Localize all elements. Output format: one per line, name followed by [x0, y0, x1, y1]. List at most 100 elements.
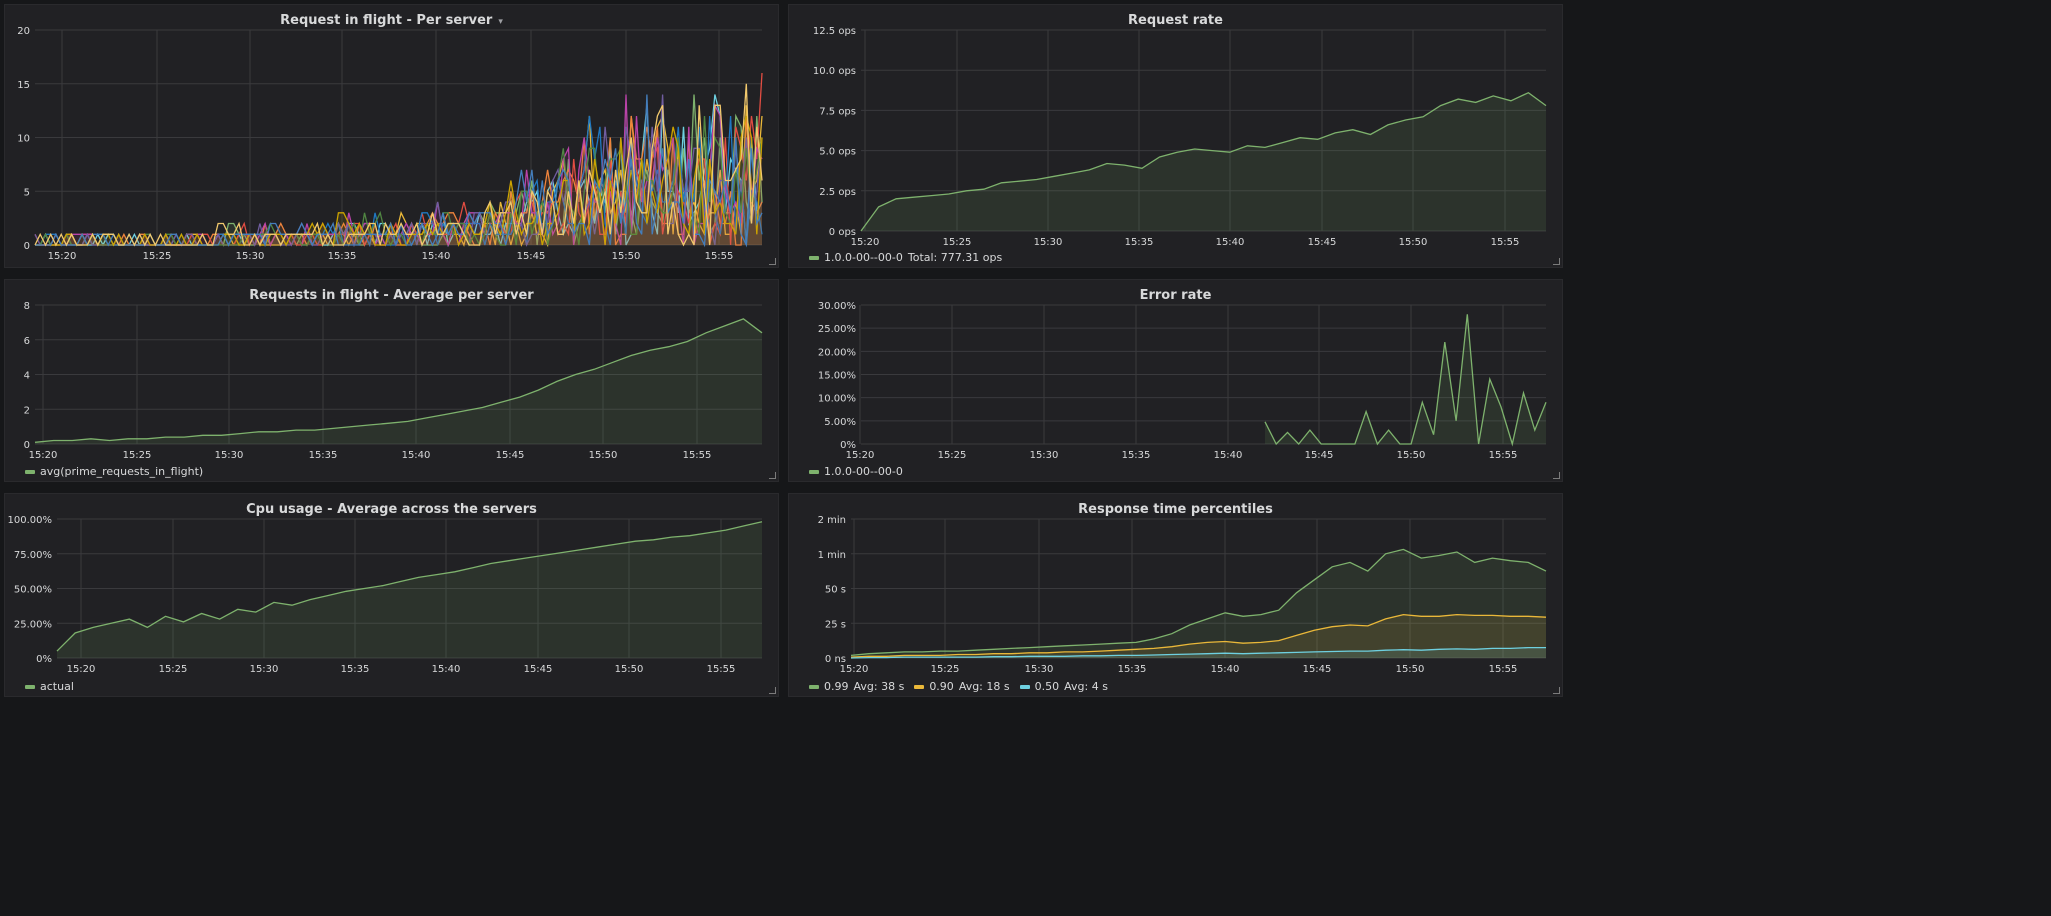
panel-title[interactable]: Request in flight - Per server ▾ — [5, 13, 778, 28]
panel-error-rate: Error rate 30.00% 25.00% 20.00% 15.00% 10.00… — [788, 279, 1563, 482]
chart-p2: 12.5 ops 10.0 ops 7.5 ops 5.0 ops 2.5 ops 0 o… — [813, 26, 1547, 248]
x-tick-label: 15:25 — [159, 664, 188, 675]
y-tick-label: 15.00% — [818, 371, 856, 382]
x-tick-label: 15:50 — [1399, 237, 1428, 248]
y-tick-label: 25.00% — [818, 324, 856, 335]
error-rate-series-line — [1264, 314, 1547, 447]
x-tick-label: 15:40 — [422, 251, 451, 262]
y-tick-label: 2 min — [818, 515, 846, 526]
y-tick-label: 0% — [36, 654, 52, 665]
panel-title[interactable]: Cpu usage - Average across the servers — [246, 502, 537, 517]
chevron-down-icon[interactable]: ▾ — [498, 17, 503, 27]
x-tick-label: 15:25 — [931, 664, 960, 675]
x-tick-label: 15:45 — [1308, 237, 1337, 248]
percentile-series-0.50-area — [851, 647, 1546, 658]
legend: actual — [25, 680, 74, 693]
legend-label: 0.99 — [824, 680, 849, 693]
percentile-series-0.50-line — [850, 646, 1546, 659]
x-tick-label: 15:50 — [589, 450, 618, 461]
x-tick-label: 15:20 — [846, 450, 875, 461]
y-tick-label: 10.0 ops — [813, 66, 856, 77]
y-tick-label: 0 — [24, 241, 30, 252]
x-tick-label: 15:25 — [938, 450, 967, 461]
percentile-series-0.90-area — [851, 614, 1546, 658]
p5-series-area — [57, 521, 762, 658]
panel-title[interactable]: Error rate — [1139, 288, 1212, 303]
y-tick-label: 0 — [24, 440, 30, 451]
y-tick-label: 5.0 ops — [819, 147, 856, 158]
resize-handle[interactable] — [769, 472, 776, 479]
legend-label: 0.90 — [929, 680, 954, 693]
legend-label: actual — [40, 680, 74, 693]
chart-p5: 100.00% 75.00% 50.00% 25.00% 0% 15:20 15:25 15:… — [8, 515, 763, 675]
x-tick-label: 15:55 — [707, 664, 736, 675]
x-tick-label: 15:20 — [840, 664, 869, 675]
x-tick-label: 15:45 — [1303, 664, 1332, 675]
x-tick-label: 15:30 — [215, 450, 244, 461]
y-tick-label: 2.5 ops — [819, 187, 856, 198]
x-tick-label: 15:25 — [143, 251, 172, 262]
legend-item[interactable]: 1.0.0-00--00-0 — [809, 465, 903, 478]
resize-handle[interactable] — [1553, 687, 1560, 694]
legend-item[interactable]: 1.0.0-00--00-0 Total: 777.31 ops — [809, 251, 1002, 264]
legend-swatch — [914, 684, 925, 689]
p2-series-area — [861, 92, 1546, 231]
x-tick-label: 15:40 — [1214, 450, 1243, 461]
legend-swatch — [809, 684, 819, 689]
legend-item[interactable]: 0.90 Avg: 18 s — [914, 680, 1010, 693]
percentile-series-0.99-area — [851, 549, 1546, 658]
y-tick-label: 6 — [24, 336, 30, 347]
y-tick-label: 4 — [24, 371, 30, 382]
x-tick-label: 15:45 — [517, 251, 546, 262]
legend-swatch — [25, 469, 35, 474]
resize-handle[interactable] — [769, 687, 776, 694]
legend-swatch — [1019, 684, 1030, 689]
legend-item[interactable]: actual — [25, 680, 74, 693]
percentile-series-0.90-line — [850, 613, 1547, 658]
resize-handle[interactable] — [1553, 472, 1560, 479]
y-tick-label: 5 — [24, 187, 30, 198]
resize-handle[interactable] — [769, 258, 776, 265]
panel-title-text[interactable]: Request in flight - Per server — [280, 13, 493, 28]
legend-total: Total: 777.31 ops — [907, 251, 1003, 264]
x-tick-label: 15:40 — [432, 664, 461, 675]
x-tick-label: 15:35 — [328, 251, 357, 262]
y-tick-label: 10.00% — [818, 394, 856, 405]
x-tick-label: 15:45 — [524, 664, 553, 675]
resize-handle[interactable] — [1553, 258, 1560, 265]
y-tick-label: 0% — [840, 440, 856, 451]
legend-item[interactable]: 0.99 Avg: 38 s — [809, 680, 904, 693]
x-tick-label: 15:35 — [1125, 237, 1154, 248]
y-tick-label: 12.5 ops — [813, 26, 856, 37]
x-tick-label: 15:40 — [402, 450, 431, 461]
x-tick-label: 15:25 — [123, 450, 152, 461]
legend-swatch — [25, 684, 35, 689]
legend-label: avg(prime_requests_in_flight) — [40, 465, 204, 478]
y-tick-label: 8 — [24, 301, 30, 312]
server-series-10-line — [35, 94, 763, 248]
y-tick-label: 0 ops — [829, 227, 856, 238]
y-tick-label: 2 — [24, 405, 30, 416]
y-tick-label: 5.00% — [824, 417, 856, 428]
panel-title[interactable]: Request rate — [1128, 13, 1223, 28]
x-tick-label: 15:30 — [236, 251, 265, 262]
panel-title[interactable]: Requests in flight - Average per server — [249, 288, 534, 303]
y-tick-label: 10 — [17, 134, 30, 145]
legend-item[interactable]: avg(prime_requests_in_flight) — [25, 465, 203, 478]
panel-requests-in-flight-per-server: Request in flight - Per server ▾ 20 15 10 5 0… — [4, 4, 779, 268]
x-tick-label: 15:35 — [1122, 450, 1151, 461]
x-tick-label: 15:25 — [943, 237, 972, 248]
x-tick-label: 15:50 — [1396, 664, 1425, 675]
legend: 0.99 Avg: 38 s 0.90 Avg: 18 s 0.50 Avg: 4 s — [809, 680, 1108, 693]
x-tick-label: 15:55 — [1489, 450, 1518, 461]
legend-label: 1.0.0-00--00-0 — [824, 251, 903, 264]
x-tick-label: 15:35 — [1118, 664, 1147, 675]
x-tick-label: 15:55 — [1489, 664, 1518, 675]
x-tick-label: 15:30 — [1025, 664, 1054, 675]
y-tick-label: 25.00% — [14, 619, 52, 630]
panel-title[interactable]: Response time percentiles — [1078, 502, 1273, 517]
y-tick-label: 1 min — [818, 550, 846, 561]
x-tick-label: 15:30 — [1034, 237, 1063, 248]
panel-requests-in-flight-average: Requests in flight - Average per server … — [4, 279, 779, 482]
legend-item[interactable]: 0.50 Avg: 4 s — [1019, 680, 1108, 693]
